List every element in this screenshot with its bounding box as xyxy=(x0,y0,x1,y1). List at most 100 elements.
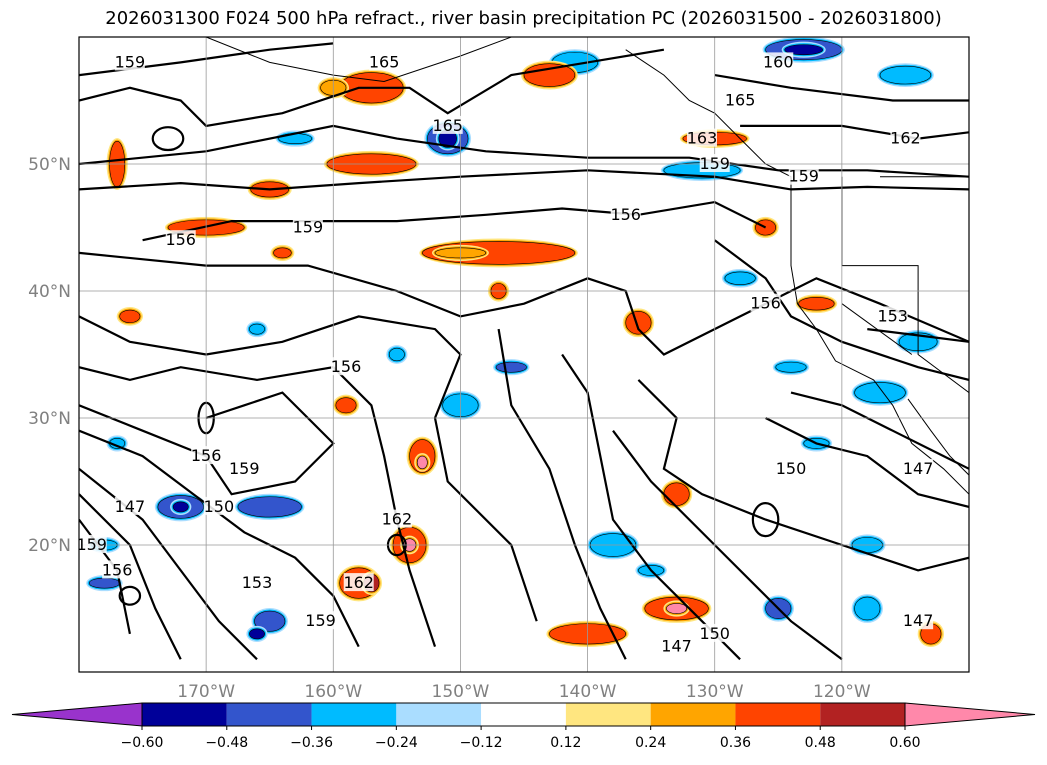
contour-label-bg xyxy=(877,306,908,325)
contour-label-bg xyxy=(331,357,361,376)
contour-label: 156 xyxy=(750,294,781,313)
colorbar-tick-label: −0.24 xyxy=(375,735,418,751)
contour-label: 147 xyxy=(661,637,692,656)
contour-label-bg xyxy=(788,166,819,185)
contour-label: 147 xyxy=(903,459,934,478)
contour-label: 165 xyxy=(369,52,400,71)
contour-label: 163 xyxy=(687,129,718,148)
contour-label-bg xyxy=(79,535,107,553)
colorbar-extend-min xyxy=(11,702,143,727)
colorbar-tick-label: 0.60 xyxy=(889,735,920,751)
graticule xyxy=(79,37,969,672)
contour-label: 162 xyxy=(382,510,413,529)
contour-label-bg xyxy=(102,560,133,579)
colorbar-tick-label: 0.48 xyxy=(805,735,836,751)
contour-label-bg xyxy=(903,611,934,630)
refractivity-contours xyxy=(79,42,969,661)
contour-label-bg xyxy=(292,217,323,236)
lon-tick-label: 150°W xyxy=(432,682,490,702)
contour-label-bg xyxy=(776,458,806,477)
contour-label-bg xyxy=(242,573,272,592)
contour-label: 156 xyxy=(102,560,133,579)
colorbar-swatch xyxy=(142,703,227,726)
lat-tick-label: 30°N xyxy=(28,409,71,429)
contour-label-bg xyxy=(165,230,196,249)
contour-label: 153 xyxy=(242,573,273,592)
latitude-labels: 50°N 40°N 30°N 20°N xyxy=(28,155,71,556)
colorbar-swatch xyxy=(311,703,397,726)
colorbar-frame xyxy=(141,702,906,727)
colorbar-tick-label: −0.12 xyxy=(460,735,503,751)
colorbar-tick-label: −0.48 xyxy=(205,735,248,751)
contour-label: 147 xyxy=(903,611,934,630)
contour-label: 159 xyxy=(115,52,146,71)
contour-labels: 159 165 165 160 165 162 163 159 159 156 159 156 156 1… xyxy=(76,52,934,656)
contour-label-bg xyxy=(903,458,934,477)
contour-label: 159 xyxy=(305,611,336,630)
contour-label-bg xyxy=(369,52,400,71)
contour-label-bg xyxy=(229,458,260,477)
contour-label-bg xyxy=(343,573,374,592)
contour-label: 159 xyxy=(229,459,260,478)
colorbar-tick-label: −0.36 xyxy=(290,735,333,751)
contour-label-bg xyxy=(661,636,692,655)
colorbar-swatch xyxy=(650,703,736,726)
contour-label: 150 xyxy=(699,624,730,643)
map-frame xyxy=(78,36,970,673)
contour-label: 159 xyxy=(788,167,819,186)
contour-label: 162 xyxy=(890,129,921,148)
contour-label-bg xyxy=(750,293,781,312)
map-title: 2026031300 F024 500 hPa refract., river … xyxy=(105,8,942,29)
lat-tick-label: 20°N xyxy=(28,536,71,556)
contour-label-bg xyxy=(699,623,730,642)
colorbar-swatch xyxy=(735,703,821,726)
contour-label-bg xyxy=(114,52,145,71)
contour-label-bg xyxy=(203,496,234,515)
contour-label: 165 xyxy=(432,116,463,135)
colorbar-swatch xyxy=(481,703,566,726)
colorbar-swatch xyxy=(565,703,651,726)
contour-label-bg xyxy=(725,90,756,109)
contour-label-bg xyxy=(432,115,463,134)
contour-label-bg xyxy=(114,496,145,515)
contour-label: 159 xyxy=(699,154,730,173)
colorbar-swatch xyxy=(820,703,905,726)
colorbar-tick-label: 0.12 xyxy=(550,735,581,751)
contour-label: 156 xyxy=(331,357,362,376)
contour-label: 159 xyxy=(76,535,107,554)
contour-label: 165 xyxy=(725,91,756,110)
contour-label: 147 xyxy=(115,497,146,516)
lat-tick-label: 40°N xyxy=(28,282,71,302)
lon-tick-label: 170°W xyxy=(177,682,235,702)
contour-label-bg xyxy=(763,52,794,71)
map-field-layer: 159 165 165 160 165 162 163 159 159 156 159 156 156 1… xyxy=(76,37,969,672)
contour-label-bg xyxy=(890,128,921,147)
lon-tick-label: 160°W xyxy=(304,682,362,702)
contour-label: 150 xyxy=(776,459,807,478)
longitude-labels: 170°W 160°W 150°W 140°W 130°W 120°W xyxy=(177,682,871,702)
lon-tick-label: 130°W xyxy=(686,682,744,702)
contour-label: 153 xyxy=(877,306,908,325)
contour-label-bg xyxy=(610,204,641,223)
colorbar-extend-max xyxy=(904,702,1036,727)
colorbar-tick-label: −0.60 xyxy=(121,735,164,751)
contour-label: 156 xyxy=(610,205,641,224)
colorbar-tick-labels: −0.60 −0.48 −0.36 −0.24 −0.12 0.12 0.24 0.36 0.4… xyxy=(121,726,921,751)
contour-label: 160 xyxy=(763,52,794,71)
contour-label: 159 xyxy=(293,218,324,237)
contour-label: 156 xyxy=(165,230,196,249)
lon-tick-label: 120°W xyxy=(813,682,871,702)
contour-label-bg xyxy=(699,154,730,172)
colorbar-tick-label: 0.24 xyxy=(635,735,666,751)
lon-tick-label: 140°W xyxy=(559,682,617,702)
colorbar-tick-label: 0.36 xyxy=(720,735,751,751)
contour-label-bg xyxy=(381,509,412,528)
colorbar-swatch xyxy=(396,703,482,726)
contour-label-bg xyxy=(305,611,336,630)
contour-label: 150 xyxy=(204,497,235,516)
contour-label: 156 xyxy=(191,446,222,465)
contour-label-bg xyxy=(687,128,717,147)
contour-label-bg xyxy=(191,446,222,465)
contour-label: 162 xyxy=(343,573,374,592)
